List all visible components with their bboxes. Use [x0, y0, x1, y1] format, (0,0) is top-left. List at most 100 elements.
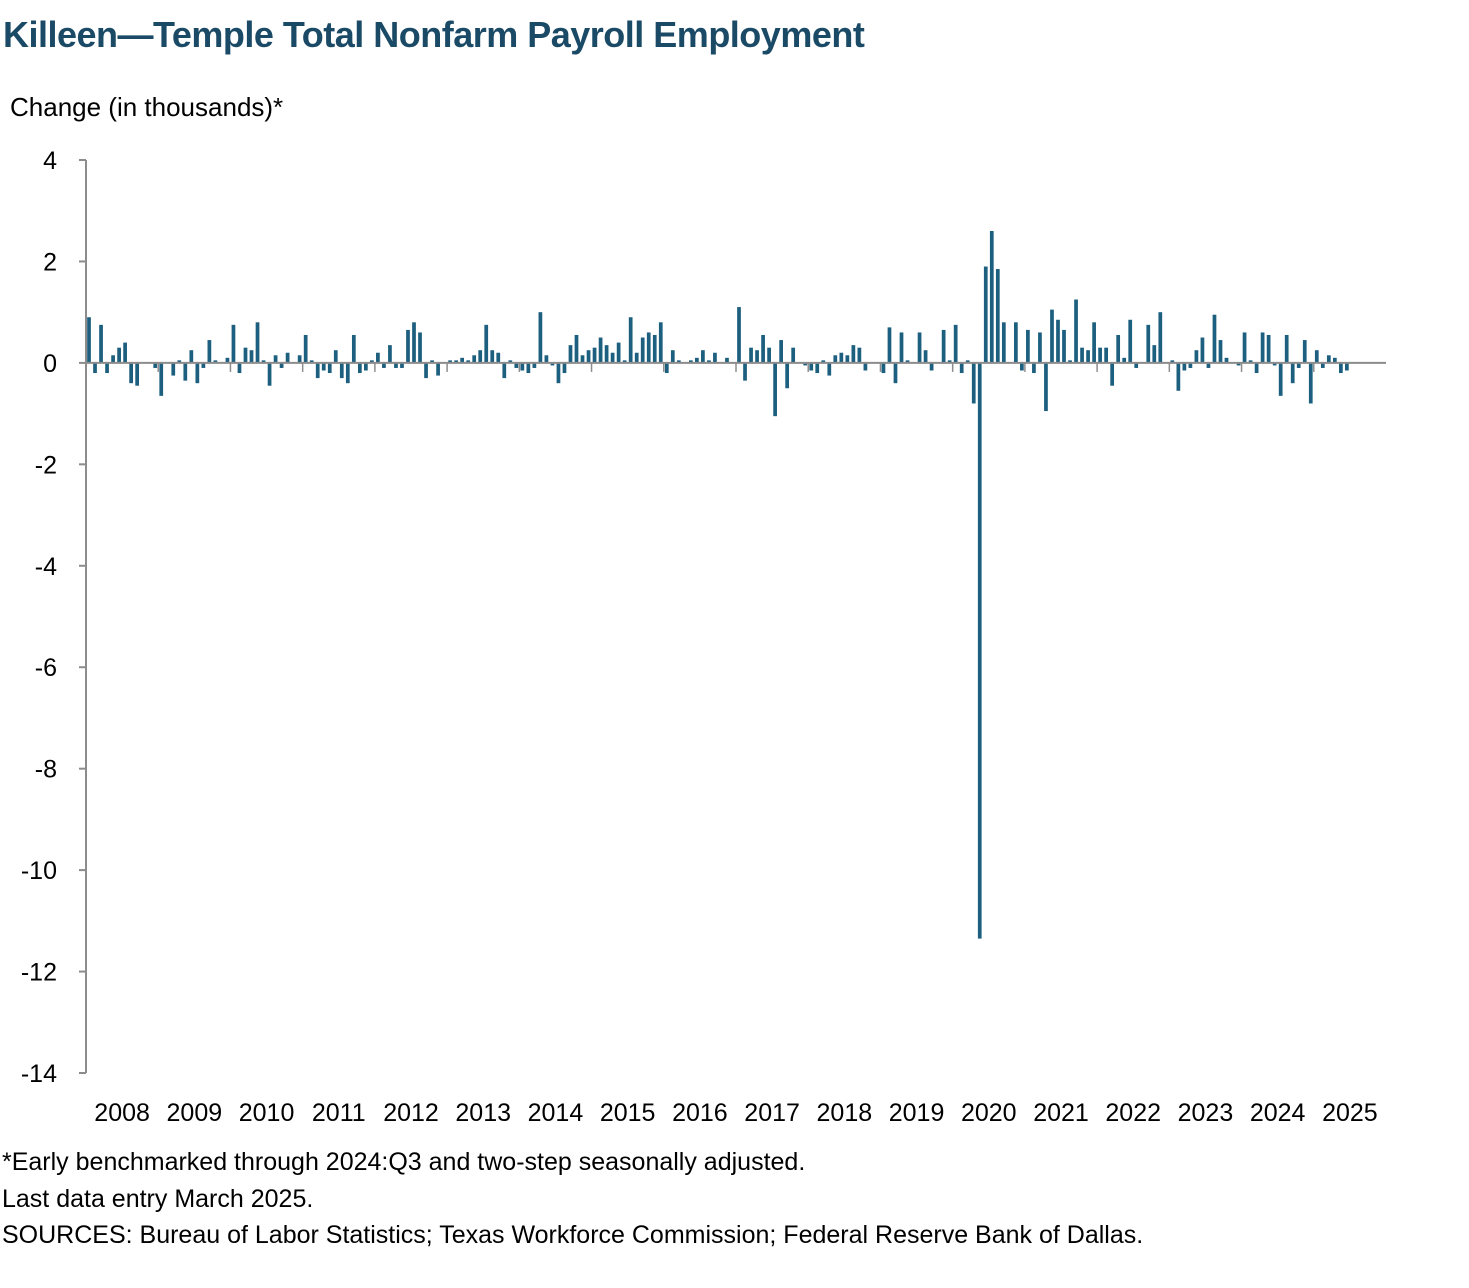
- bar: [1332, 357, 1337, 363]
- bar: [448, 360, 452, 363]
- bar: [803, 362, 808, 366]
- bar: [652, 334, 657, 363]
- bar: [929, 362, 934, 371]
- bar: [183, 362, 188, 381]
- x-tick-label: 2011: [312, 1099, 366, 1127]
- bar: [1302, 340, 1307, 363]
- bar: [664, 362, 669, 374]
- bar: [1308, 362, 1313, 404]
- bar: [743, 362, 747, 381]
- bar: [105, 362, 109, 374]
- bar: [1272, 362, 1277, 366]
- y-tick-label: -14: [21, 1060, 57, 1088]
- bar: [532, 362, 537, 368]
- bar: [1278, 362, 1283, 396]
- x-tick-label: 2024: [1250, 1099, 1306, 1127]
- bar: [586, 350, 591, 363]
- bar: [983, 266, 988, 363]
- bar: [701, 350, 705, 363]
- bar: [207, 340, 212, 363]
- bar: [99, 324, 103, 363]
- bar: [851, 345, 856, 363]
- bar: [388, 345, 392, 363]
- bar: [478, 350, 483, 363]
- bar: [995, 269, 1000, 363]
- bar: [544, 355, 549, 363]
- bar: [1170, 360, 1175, 363]
- bar: [424, 362, 428, 379]
- bar: [1218, 340, 1223, 363]
- bar: [1116, 334, 1121, 363]
- x-tick-label: 2012: [383, 1099, 439, 1127]
- bar: [1248, 360, 1253, 363]
- bar: [129, 362, 133, 384]
- bar: [189, 350, 194, 363]
- bar: [472, 355, 477, 363]
- bar-series: [87, 231, 1349, 939]
- footnote: *Early benchmarked through 2024:Q3 and t…: [2, 1148, 806, 1176]
- y-tick-label: 0: [43, 350, 57, 378]
- bar: [1194, 350, 1199, 363]
- x-tick-label: 2009: [167, 1099, 223, 1127]
- bar: [243, 347, 248, 363]
- bar: [947, 360, 952, 363]
- bar: [676, 360, 681, 363]
- bar: [177, 360, 182, 363]
- bar: [670, 350, 675, 363]
- bar: [791, 347, 796, 363]
- bar: [971, 362, 976, 404]
- bar: [725, 357, 729, 363]
- bar: [1026, 329, 1030, 363]
- bar: [1014, 322, 1018, 363]
- bar: [1038, 332, 1042, 363]
- bar: [989, 231, 994, 363]
- bar: [345, 362, 350, 384]
- bar: [785, 362, 790, 389]
- bar: [767, 347, 771, 363]
- bar: [953, 324, 958, 363]
- x-tick-label: 2016: [672, 1099, 728, 1127]
- bar: [749, 347, 753, 363]
- bar: [887, 327, 892, 363]
- bar: [255, 322, 260, 363]
- bar: [815, 362, 820, 374]
- bar: [556, 362, 561, 384]
- bar: [1320, 362, 1325, 368]
- bar: [1020, 362, 1024, 371]
- bar: [231, 324, 236, 363]
- x-tick-label: 2013: [455, 1099, 511, 1127]
- x-tick-label: 2017: [744, 1099, 800, 1127]
- bar: [538, 312, 543, 363]
- bar: [1092, 322, 1096, 363]
- bar: [863, 362, 868, 371]
- bar: [1098, 347, 1102, 363]
- bar: [261, 360, 266, 363]
- bar: [1212, 314, 1217, 363]
- bar: [1146, 324, 1151, 363]
- y-tick-label: -12: [21, 959, 57, 987]
- x-tick-label: 2008: [94, 1099, 150, 1127]
- bar: [941, 329, 946, 363]
- bar: [965, 360, 970, 363]
- bar: [881, 362, 886, 374]
- bar: [568, 345, 573, 363]
- bar: [604, 345, 609, 363]
- bar: [1188, 362, 1193, 368]
- bar: [1080, 347, 1084, 363]
- bar: [1296, 362, 1301, 368]
- bar: [502, 362, 507, 379]
- bar: [297, 355, 302, 363]
- bar: [923, 350, 928, 363]
- bar: [267, 362, 272, 386]
- last-data-note: Last data entry March 2025.: [2, 1185, 314, 1213]
- bar: [418, 332, 422, 363]
- bar: [905, 360, 910, 363]
- y-tick-label: -2: [35, 451, 57, 479]
- bar: [117, 347, 121, 363]
- bar: [592, 347, 597, 363]
- bar: [1314, 350, 1319, 363]
- bar: [520, 362, 525, 371]
- bar: [1206, 362, 1211, 368]
- x-tick-label: 2010: [239, 1099, 295, 1127]
- bar: [779, 340, 783, 363]
